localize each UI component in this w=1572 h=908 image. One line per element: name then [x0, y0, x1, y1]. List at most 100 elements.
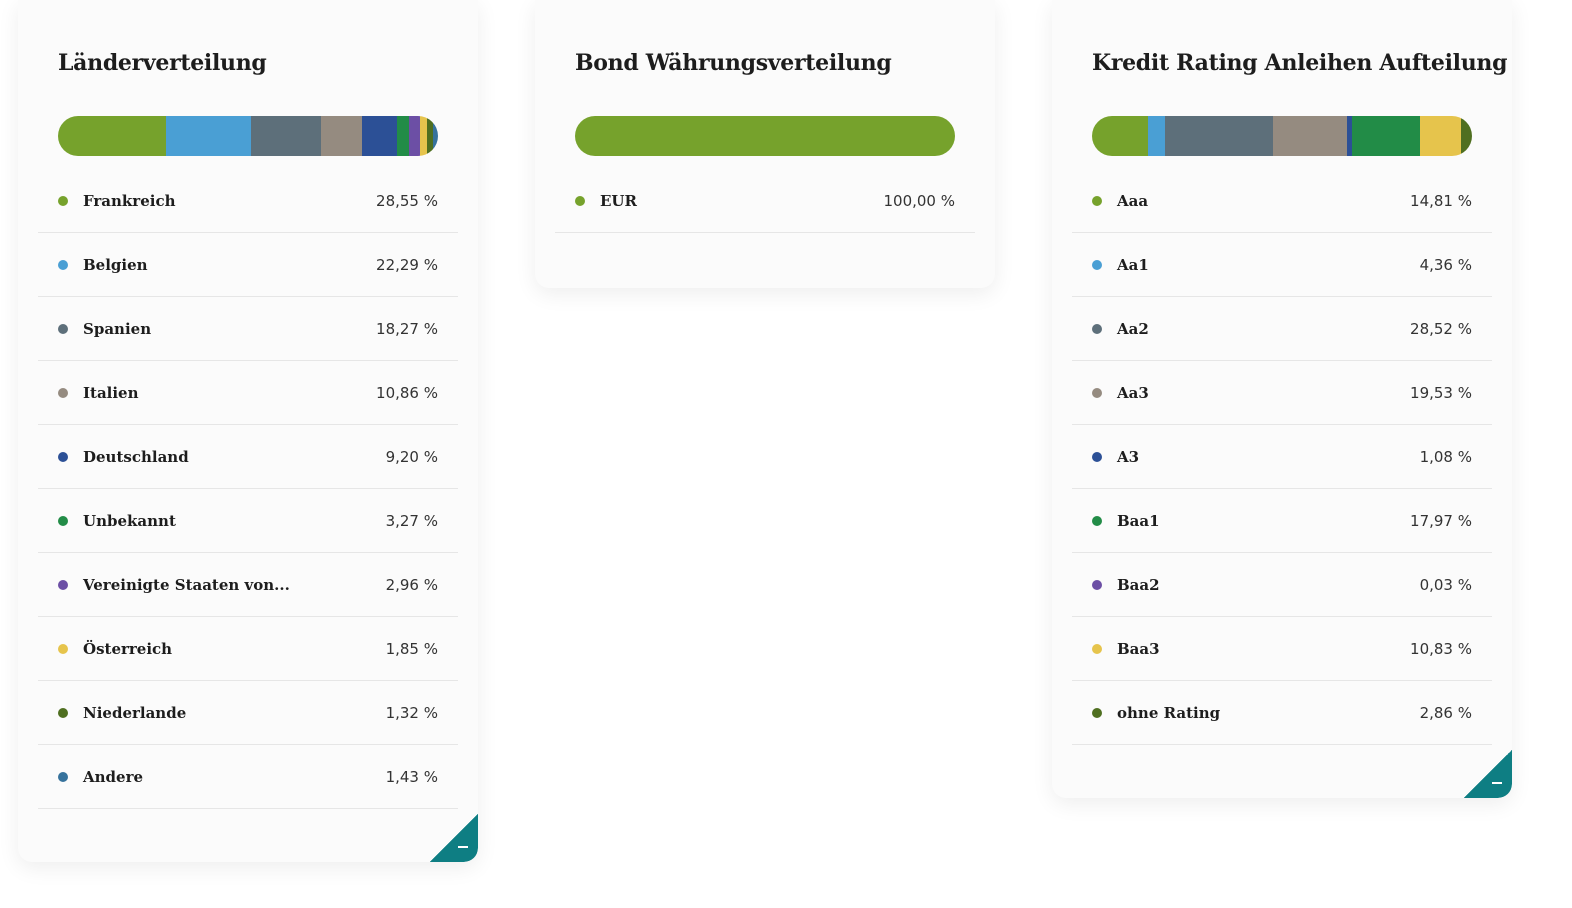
- item-label: Österreich: [83, 639, 173, 658]
- item-value: 10,83 %: [1410, 639, 1472, 658]
- bar-segment: [251, 116, 321, 156]
- distribution-list: Frankreich 28,55 % Belgien 22,29 % Spanien 18…: [38, 169, 458, 809]
- item-label: Baa1: [1117, 511, 1160, 530]
- item-value: 1,08 %: [1419, 447, 1472, 466]
- bar-segment: [575, 116, 955, 156]
- item-label: Deutschland: [83, 447, 189, 466]
- legend-dot: [58, 259, 68, 270]
- list-item: Andere 1,43 %: [38, 745, 458, 809]
- list-item: Baa1 17,97 %: [1072, 489, 1492, 553]
- collapse-toggle-button[interactable]: [1464, 750, 1512, 798]
- legend-dot: [575, 195, 585, 206]
- item-value: 100,00 %: [883, 191, 955, 210]
- item-value: 28,55 %: [376, 191, 438, 210]
- legend-dot: [1092, 643, 1102, 654]
- collapse-toggle-button[interactable]: [430, 814, 478, 862]
- list-item: Unbekannt 3,27 %: [38, 489, 458, 553]
- distribution-bar: [58, 116, 438, 156]
- list-item: Italien 10,86 %: [38, 361, 458, 425]
- bar-segment: [58, 116, 167, 156]
- bar-segment: [427, 116, 433, 156]
- legend-dot: [58, 579, 68, 590]
- list-item: EUR 100,00 %: [555, 169, 975, 233]
- item-label: A3: [1117, 447, 1140, 466]
- list-item: Österreich 1,85 %: [38, 617, 458, 681]
- country-distribution-card: Länderverteilung Frankreich 28,55 % Belgie…: [18, 0, 478, 862]
- item-label: Niederlande: [83, 703, 187, 722]
- legend-dot: [1092, 515, 1102, 526]
- bar-segment: [1351, 116, 1420, 156]
- bar-segment: [1347, 116, 1352, 156]
- item-value: 2,96 %: [385, 575, 438, 594]
- list-item: Deutschland 9,20 %: [38, 425, 458, 489]
- item-value: 2,86 %: [1419, 703, 1472, 722]
- legend-dot: [1092, 579, 1102, 590]
- item-label: Italien: [83, 383, 139, 402]
- item-label: ohne Rating: [1117, 703, 1221, 722]
- item-value: 28,52 %: [1410, 319, 1472, 338]
- bar-segment: [1461, 116, 1472, 156]
- list-item: Spanien 18,27 %: [38, 297, 458, 361]
- item-label: Baa2: [1117, 575, 1160, 594]
- distribution-list: EUR 100,00 %: [555, 169, 975, 233]
- item-value: 18,27 %: [376, 319, 438, 338]
- item-value: 1,85 %: [385, 639, 438, 658]
- item-value: 1,43 %: [385, 767, 438, 786]
- item-label: Aa1: [1117, 255, 1149, 274]
- legend-dot: [58, 771, 68, 782]
- item-value: 3,27 %: [385, 511, 438, 530]
- item-value: 10,86 %: [376, 383, 438, 402]
- legend-dot: [58, 515, 68, 526]
- bar-segment: [420, 116, 428, 156]
- list-item: ohne Rating 2,86 %: [1072, 681, 1492, 745]
- item-label: Aa3: [1117, 383, 1149, 402]
- list-item: Niederlande 1,32 %: [38, 681, 458, 745]
- list-item: Aaa 14,81 %: [1072, 169, 1492, 233]
- list-item: Baa3 10,83 %: [1072, 617, 1492, 681]
- list-item: A3 1,08 %: [1072, 425, 1492, 489]
- item-value: 22,29 %: [376, 255, 438, 274]
- legend-dot: [1092, 323, 1102, 334]
- item-label: Aa2: [1117, 319, 1149, 338]
- list-item: Belgien 22,29 %: [38, 233, 458, 297]
- item-label: Unbekannt: [83, 511, 176, 530]
- legend-dot: [1092, 451, 1102, 462]
- item-value: 14,81 %: [1410, 191, 1472, 210]
- item-value: 9,20 %: [385, 447, 438, 466]
- bar-segment: [409, 116, 421, 156]
- distribution-bar: [1092, 116, 1472, 156]
- list-item: Frankreich 28,55 %: [38, 169, 458, 233]
- item-value: 0,03 %: [1419, 575, 1472, 594]
- legend-dot: [58, 643, 68, 654]
- legend-dot: [1092, 707, 1102, 718]
- bar-segment: [1419, 116, 1462, 156]
- item-label: Frankreich: [83, 191, 176, 210]
- currency-distribution-card: Bond Währungsverteilung EUR 100,00 %: [535, 0, 995, 288]
- minus-icon: [1492, 782, 1502, 784]
- bar-segment: [320, 116, 362, 156]
- card-title: Kredit Rating Anleihen Aufteilung: [1092, 50, 1508, 76]
- credit-rating-card: Kredit Rating Anleihen Aufteilung Aaa 14,…: [1052, 0, 1512, 798]
- item-label: Belgien: [83, 255, 148, 274]
- bar-segment: [1273, 116, 1348, 156]
- bar-segment: [396, 116, 410, 156]
- item-label: Vereinigte Staaten von...: [83, 575, 290, 594]
- bar-segment: [1164, 116, 1274, 156]
- legend-dot: [58, 451, 68, 462]
- legend-dot: [58, 387, 68, 398]
- list-item: Aa2 28,52 %: [1072, 297, 1492, 361]
- item-label: Andere: [83, 767, 144, 786]
- item-value: 17,97 %: [1410, 511, 1472, 530]
- legend-dot: [1092, 259, 1102, 270]
- item-label: Baa3: [1117, 639, 1160, 658]
- legend-dot: [1092, 387, 1102, 398]
- legend-dot: [58, 707, 68, 718]
- distribution-bar: [575, 116, 955, 156]
- minus-icon: [458, 846, 468, 848]
- item-value: 1,32 %: [385, 703, 438, 722]
- bar-segment: [432, 116, 438, 156]
- item-label: EUR: [600, 191, 637, 210]
- list-item: Baa2 0,03 %: [1072, 553, 1492, 617]
- bar-segment: [1092, 116, 1149, 156]
- legend-dot: [58, 323, 68, 334]
